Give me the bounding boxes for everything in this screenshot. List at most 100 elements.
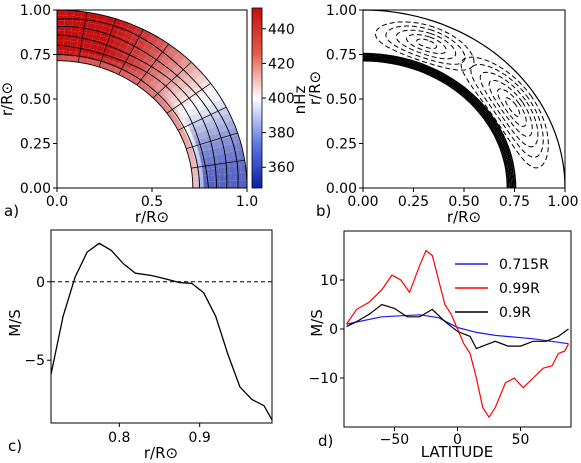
heatmap-cell [78, 31, 87, 38]
heatmap-cell [134, 43, 144, 52]
heatmap-cell [222, 137, 231, 146]
heatmap-cell [142, 30, 152, 39]
c-ytick-label: 0 [36, 275, 45, 291]
heatmap-cell [227, 119, 236, 129]
heatmap-cell [158, 71, 168, 80]
panel-b-y-ticks: 1.00 0.75 0.50 0.25 0.00 [326, 3, 363, 197]
heatmap-cell [216, 99, 226, 109]
b-ylabel: r/R⊙ [306, 71, 324, 105]
panel-b-frame [362, 9, 566, 189]
heatmap-cell [156, 50, 167, 59]
heatmap-cell [73, 10, 82, 17]
heatmap-cell [212, 140, 220, 149]
heatmap-cell [116, 30, 126, 38]
heatmap-cell [57, 40, 64, 46]
heatmap-cell [65, 10, 74, 16]
b-ytick-2: 0.50 [326, 92, 357, 108]
heatmap-cell [149, 70, 159, 79]
heatmap-cell [133, 60, 142, 68]
panel-c-ticks: 0.8 0.9 0 −5 [24, 275, 210, 446]
contour-line [479, 71, 539, 148]
heatmap-cell [127, 23, 138, 32]
heatmap-cell [224, 173, 231, 182]
heatmap-cell [202, 143, 210, 152]
streamline-contours [362, 9, 566, 189]
heatmap-cell [62, 55, 70, 62]
heatmap-cell [226, 151, 234, 160]
heatmap-cell [210, 134, 218, 143]
heatmap-cell [213, 168, 220, 176]
heatmap-cell [180, 111, 189, 120]
heatmap-cell [172, 109, 181, 117]
heatmap-cell [176, 114, 184, 122]
b-ytick-4: 0.00 [326, 181, 357, 197]
c-xtick-label: 0.8 [108, 430, 130, 446]
legend-label: 0.9R [499, 305, 531, 321]
b-ytick-1: 0.75 [326, 48, 357, 64]
heatmap-cell [229, 166, 236, 174]
heatmap-cell [240, 172, 247, 181]
a-xlabel: r/R⊙ [135, 208, 169, 226]
heatmap-cell [146, 75, 155, 83]
heatmap-cell [161, 102, 170, 111]
heatmap-cell [218, 167, 225, 175]
heatmap-cell [144, 55, 154, 63]
heatmap-cell [206, 112, 215, 122]
contour-line [460, 56, 549, 169]
heatmap-cell [162, 42, 173, 51]
heatmap-cell [127, 57, 136, 65]
heatmap-cell [213, 174, 220, 182]
heatmap-cell [169, 104, 178, 113]
heatmap-cell [194, 125, 203, 134]
colorbar [251, 7, 263, 189]
heatmap-cell [92, 34, 101, 41]
heatmap-cell [170, 68, 180, 77]
heatmap-cell [188, 153, 195, 161]
heatmap-cell [109, 27, 119, 35]
heatmap-cell [83, 42, 92, 49]
contour-line [385, 25, 466, 65]
c-series-line [50, 242, 273, 421]
heatmap-cell [153, 54, 163, 63]
heatmap-cell [174, 64, 184, 73]
heatmap-cell [64, 30, 72, 36]
b-ytick-3: 0.25 [326, 137, 357, 153]
d-series-lines [346, 249, 570, 419]
heatmap-cell [189, 71, 199, 81]
heatmap-cell [63, 45, 71, 52]
heatmap-cell [198, 73, 208, 83]
heatmap-cell [57, 10, 66, 16]
series-line-0.99R [346, 249, 570, 419]
d-xtick-label: 0 [453, 432, 462, 448]
heatmap-cell [198, 151, 206, 159]
heatmap-cell [186, 148, 194, 156]
heatmap-cell [132, 48, 142, 56]
heatmap-cell [57, 30, 65, 36]
heatmap-cell [99, 56, 108, 64]
heatmap-cell [173, 93, 182, 102]
a-ytick-3: 0.25 [20, 137, 51, 153]
heatmap-cell [202, 169, 209, 176]
heatmap-cell [230, 143, 238, 152]
heatmap-cell [182, 124, 190, 133]
heatmap-cell [141, 47, 151, 55]
heatmap-cell [144, 86, 153, 95]
heatmap-cell [192, 182, 199, 188]
heatmap-cell [238, 157, 246, 166]
heatmap-cell [92, 60, 100, 67]
heatmap-cell [189, 127, 198, 136]
heatmap-cell [115, 51, 124, 59]
heatmap-cell [64, 15, 74, 21]
heatmap-cell [217, 123, 226, 133]
heatmap-cell [186, 100, 195, 109]
heatmap-cell [143, 79, 152, 87]
heatmap-cell [206, 162, 214, 170]
heatmap-cell [179, 69, 190, 78]
heatmap-cell [109, 49, 118, 57]
heatmap-cell [207, 168, 214, 176]
contour-line [362, 52, 517, 189]
heatmap-cell [130, 64, 139, 73]
heatmap-cell [179, 119, 188, 127]
heatmap-cell [169, 46, 180, 56]
